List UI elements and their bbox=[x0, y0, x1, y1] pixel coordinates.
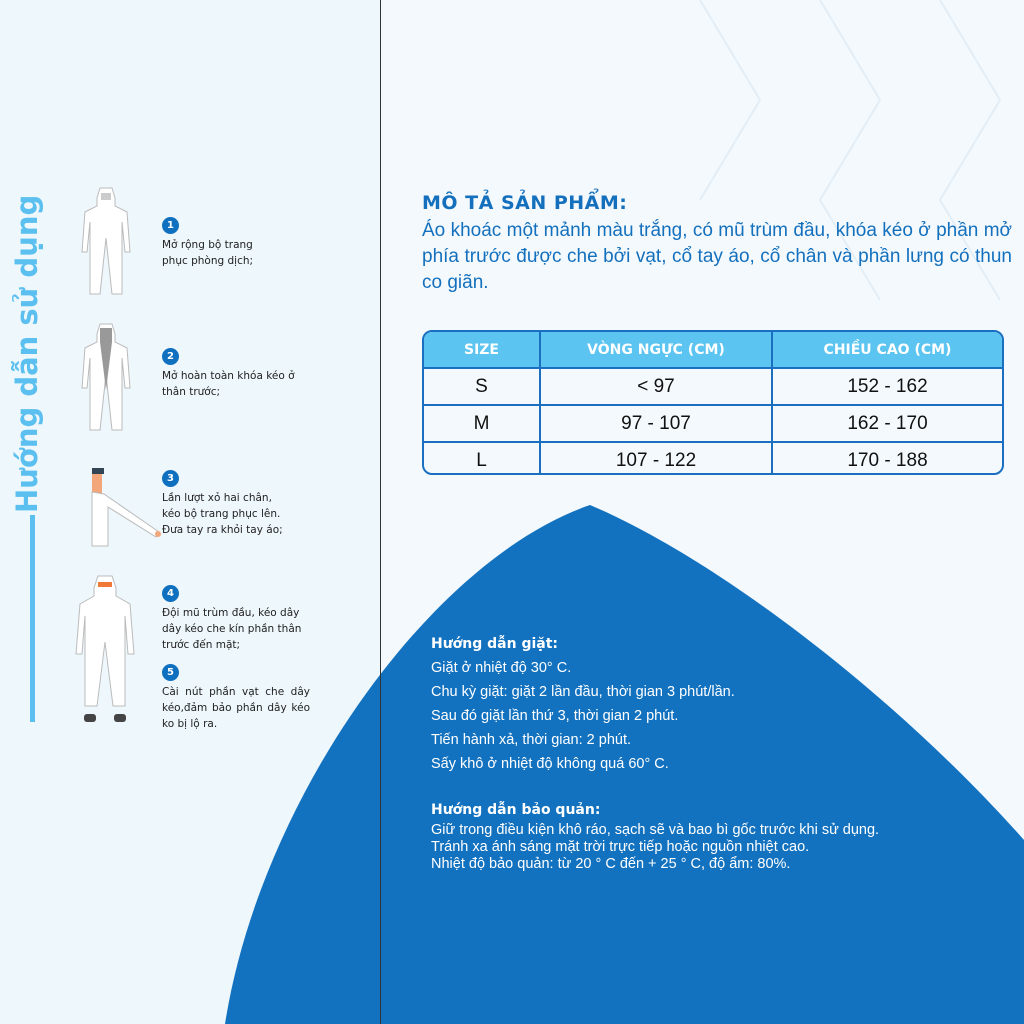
step-text: Đội mũ trùm đầu, kéo dây dây kéo che kín… bbox=[162, 607, 302, 651]
step-text: Lần lượt xỏ hai chân, kéo bộ trang phục … bbox=[162, 492, 283, 536]
step-1: 1 Mở rộng bộ trang phục phòng dịch; bbox=[162, 217, 272, 269]
washing-title: Hướng dẫn giặt: bbox=[431, 636, 559, 652]
step-number-badge: 4 bbox=[162, 585, 179, 602]
step-text: Mở rộng bộ trang phục phòng dịch; bbox=[162, 239, 254, 267]
table-row: S < 97 152 - 162 bbox=[424, 367, 1002, 404]
cell-size: M bbox=[473, 412, 490, 434]
washing-line: Chu kỳ giặt: giặt 2 lần đầu, thời gian 3… bbox=[431, 684, 735, 700]
step-number-badge: 3 bbox=[162, 470, 179, 487]
cell-size: S bbox=[475, 375, 488, 397]
cell-height: 162 - 170 bbox=[771, 406, 1002, 441]
full-suit-figure bbox=[75, 575, 135, 722]
washing-line: Sấy khô ở nhiệt độ không quá 60° C. bbox=[431, 756, 669, 772]
table-row: L 107 - 122 170 - 188 bbox=[424, 441, 1002, 473]
step-text: Mở hoàn toàn khóa kéo ở thân trước; bbox=[162, 370, 295, 398]
step-5: 5 Cài nút phần vạt che dây kéo,đảm bảo ph… bbox=[162, 664, 310, 732]
usage-guide-title: Hướng dẫn sử dụng bbox=[10, 194, 44, 513]
description-title: MÔ TẢ SẢN PHẨM: bbox=[422, 192, 628, 214]
header-cell: CHIỀU CAO (CM) bbox=[771, 332, 1002, 367]
step-number-badge: 1 bbox=[162, 217, 179, 234]
description-body: Áo khoác một mảnh màu trắng, có mũ trùm … bbox=[422, 220, 1012, 293]
care-instructions: Hướng dẫn giặt: Giặt ở nhiệt độ 30° C. C… bbox=[431, 636, 951, 873]
header-cell: SIZE bbox=[463, 341, 499, 358]
storage-title: Hướng dẫn bảo quản: bbox=[431, 802, 601, 818]
cell-chest: 107 - 122 bbox=[539, 443, 771, 473]
step-2: 2 Mở hoàn toàn khóa kéo ở thân trước; bbox=[162, 348, 302, 400]
step-4: 4 Đội mũ trùm đầu, kéo dây dây kéo che kí… bbox=[162, 585, 310, 653]
table-header-row: SIZE VÒNG NGỰC (CM) CHIỀU CAO (CM) bbox=[424, 332, 1002, 367]
cell-height: 170 - 188 bbox=[771, 443, 1002, 473]
cell-size: L bbox=[476, 449, 487, 471]
table-row: M 97 - 107 162 - 170 bbox=[424, 404, 1002, 441]
panel-divider bbox=[380, 0, 381, 1024]
suit-figure-2 bbox=[81, 323, 131, 431]
storage-line: Tránh xa ánh sáng mặt trời trực tiếp hoặ… bbox=[431, 839, 810, 855]
washing-line: Tiến hành xả, thời gian: 2 phút. bbox=[431, 732, 632, 748]
step-number-badge: 2 bbox=[162, 348, 179, 365]
header-cell: VÒNG NGỰC (CM) bbox=[539, 332, 771, 367]
size-table: SIZE VÒNG NGỰC (CM) CHIỀU CAO (CM) S < 9… bbox=[422, 330, 1004, 475]
storage-line: Giữ trong điều kiện khô ráo, sạch sẽ và … bbox=[431, 822, 880, 838]
storage-line: Nhiệt độ bảo quản: từ 20 ° C đến + 25 ° … bbox=[431, 856, 791, 872]
step-text: Cài nút phần vạt che dây kéo,đảm bảo phầ… bbox=[162, 686, 310, 730]
cell-chest: 97 - 107 bbox=[539, 406, 771, 441]
title-accent-line bbox=[30, 515, 35, 722]
step-number-badge: 5 bbox=[162, 664, 179, 681]
person-dressing-figure bbox=[91, 468, 161, 547]
washing-line: Sau đó giặt lần thứ 3, thời gian 2 phút. bbox=[431, 708, 679, 724]
cell-chest: < 97 bbox=[539, 369, 771, 404]
step-3: 3 Lần lượt xỏ hai chân, kéo bộ trang phục… bbox=[162, 470, 292, 538]
cell-height: 152 - 162 bbox=[771, 369, 1002, 404]
washing-line: Giặt ở nhiệt độ 30° C. bbox=[431, 660, 572, 676]
suit-figure-1 bbox=[81, 187, 131, 295]
